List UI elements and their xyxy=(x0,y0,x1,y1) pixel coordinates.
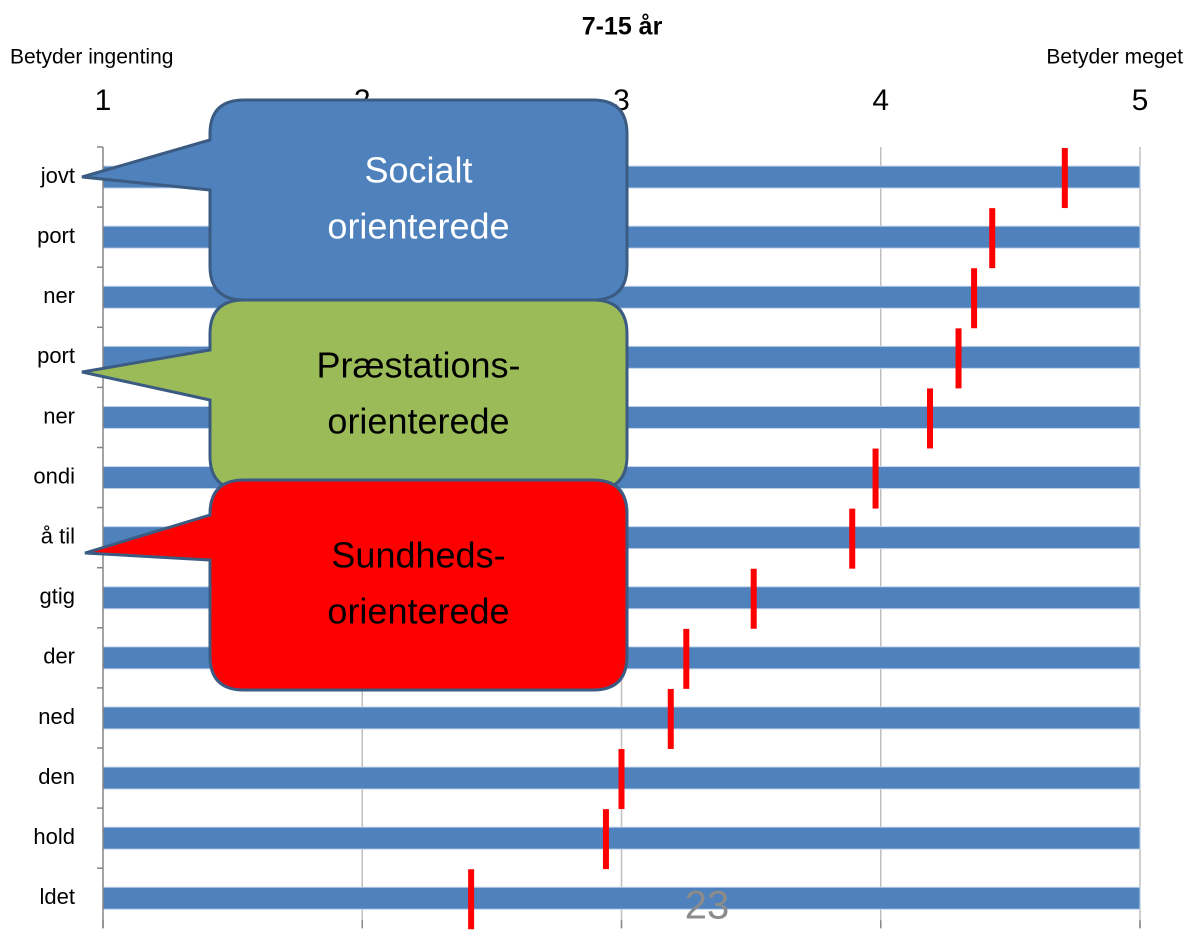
value-marker xyxy=(927,388,934,449)
category-label: port xyxy=(37,343,75,368)
bar-track xyxy=(102,886,1141,910)
value-marker xyxy=(849,508,856,569)
value-marker xyxy=(602,809,609,870)
value-marker xyxy=(667,688,674,749)
callout-text: orienterede xyxy=(327,591,509,632)
bar-track xyxy=(102,706,1141,730)
value-marker xyxy=(1061,148,1068,209)
callout xyxy=(81,298,629,492)
category-label: port xyxy=(37,223,75,248)
bar-track xyxy=(102,826,1141,850)
value-marker xyxy=(750,568,757,629)
chart-title: 7-15 år xyxy=(582,13,663,41)
x-tick-label: 1 xyxy=(95,84,112,117)
category-label: jovt xyxy=(40,163,75,188)
value-marker xyxy=(683,628,690,689)
callout-text: Socialt xyxy=(364,150,472,191)
callout xyxy=(81,98,629,302)
callout-text: Præstations- xyxy=(316,345,520,386)
callout-text: Sundheds- xyxy=(331,535,505,576)
x-tick-label: 5 xyxy=(1132,84,1149,117)
category-label: gtig xyxy=(40,584,75,609)
category-label: der xyxy=(43,644,75,669)
value-marker xyxy=(468,869,475,930)
category-label: ondi xyxy=(33,463,75,488)
value-marker xyxy=(955,328,962,389)
x-tick-label: 4 xyxy=(872,84,889,117)
category-label: hold xyxy=(33,824,75,849)
left-label: Betyder ingenting xyxy=(10,46,173,69)
category-label: ner xyxy=(43,403,75,428)
callout xyxy=(84,478,629,692)
value-marker xyxy=(971,268,978,329)
callout-text: orienterede xyxy=(327,401,509,442)
category-label: ned xyxy=(38,704,75,729)
category-label: ldet xyxy=(40,884,75,909)
page-number: 23 xyxy=(685,884,730,928)
value-marker xyxy=(618,749,625,810)
category-label: ner xyxy=(43,283,75,308)
category-label: den xyxy=(38,764,75,789)
category-label: å til xyxy=(41,523,75,548)
right-label: Betyder meget xyxy=(1046,46,1183,69)
callout-text: orienterede xyxy=(327,206,509,247)
value-marker xyxy=(872,448,879,509)
value-marker xyxy=(989,208,996,269)
